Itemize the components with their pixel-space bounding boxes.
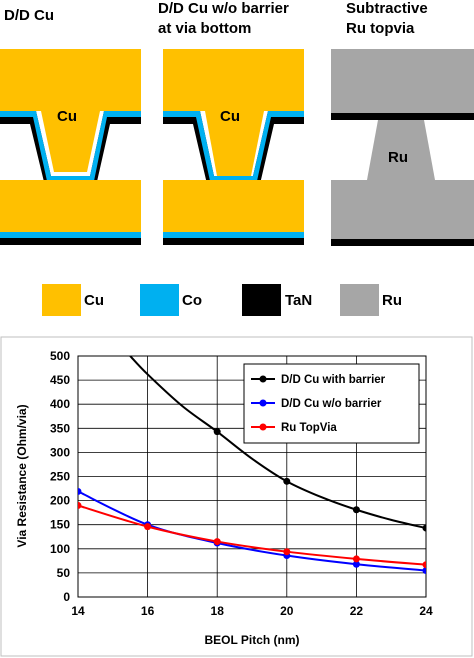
column-title-subtractive-ru-line1: Subtractive bbox=[346, 0, 428, 17]
legend-marker bbox=[259, 423, 267, 431]
y-tick-label: 500 bbox=[50, 349, 70, 363]
data-point bbox=[352, 555, 360, 563]
bottom-tan-barrier bbox=[163, 238, 304, 245]
via-resistance-chart: 14 16 18 20 22 24 0 50 100 150 200 250 300 350 400 450 5… bbox=[0, 336, 473, 657]
bottom-tan-barrier bbox=[0, 238, 141, 245]
data-point bbox=[78, 501, 82, 509]
data-point bbox=[213, 428, 221, 436]
legend-label-ru: Ru bbox=[382, 292, 402, 309]
column-title-dd-cu-no-barrier-line1: D/D Cu w/o barrier bbox=[158, 0, 289, 17]
y-tick-label: 400 bbox=[50, 397, 70, 411]
top-tan-layer bbox=[331, 113, 474, 120]
chart-series bbox=[78, 356, 426, 574]
y-tick-label: 200 bbox=[50, 494, 70, 508]
legend-swatch-cu bbox=[42, 284, 81, 316]
cu-via-fill bbox=[205, 111, 264, 176]
y-axis-label: Via Resistance (Ohm/via) bbox=[15, 404, 29, 547]
bottom-co-liner bbox=[0, 232, 141, 238]
data-point bbox=[283, 477, 291, 485]
legend-swatch-ru bbox=[340, 284, 379, 316]
data-point bbox=[78, 487, 82, 495]
bottom-ru-line bbox=[331, 180, 474, 239]
data-point bbox=[422, 524, 426, 532]
y-tick-label: 50 bbox=[57, 566, 71, 580]
subtractive-ru-structure: Ru bbox=[331, 49, 474, 246]
x-tick-label: 22 bbox=[350, 604, 364, 618]
data-point bbox=[213, 538, 221, 546]
top-ru-line bbox=[331, 49, 474, 113]
series-line bbox=[129, 356, 426, 530]
column-title-dd-cu: D/D Cu bbox=[4, 7, 54, 24]
ru-topvia bbox=[367, 120, 435, 180]
x-tick-label: 14 bbox=[71, 604, 85, 618]
y-tick-label: 350 bbox=[50, 421, 70, 435]
tan-barrier bbox=[0, 111, 141, 186]
y-tick-label: 450 bbox=[50, 373, 70, 387]
top-cu-line bbox=[0, 49, 141, 111]
x-axis-label: BEOL Pitch (nm) bbox=[204, 633, 299, 647]
x-tick-label: 16 bbox=[141, 604, 155, 618]
y-tick-label: 250 bbox=[50, 470, 70, 484]
bottom-cu-line bbox=[163, 180, 304, 232]
series-line bbox=[78, 490, 426, 572]
chart-legend: D/D Cu with barrier D/D Cu w/o barrier Ru … bbox=[243, 363, 420, 444]
y-tick-label: 300 bbox=[50, 445, 70, 459]
legend-swatch-co bbox=[140, 284, 179, 316]
bottom-co-liner bbox=[163, 232, 304, 238]
via-structure-diagram: Cu Cu Ru Cu Co TaN Ru bbox=[0, 49, 474, 316]
y-tick-label: 150 bbox=[50, 518, 70, 532]
cu-via-fill bbox=[41, 111, 100, 172]
x-tick-label: 24 bbox=[419, 604, 433, 618]
data-point bbox=[283, 548, 291, 556]
x-tick-label: 18 bbox=[211, 604, 225, 618]
x-tick-label: 20 bbox=[280, 604, 294, 618]
top-cu-line bbox=[163, 49, 304, 111]
y-tick-label: 100 bbox=[50, 542, 70, 556]
series-2 bbox=[78, 501, 426, 569]
data-point bbox=[422, 561, 426, 569]
legend-label-cu: Cu bbox=[84, 292, 104, 309]
dd-cu-structure: Cu bbox=[0, 49, 141, 245]
data-point bbox=[422, 566, 426, 574]
legend-label: D/D Cu with barrier bbox=[281, 374, 386, 386]
legend-label: D/D Cu w/o barrier bbox=[281, 398, 382, 410]
via-label-1: Cu bbox=[57, 108, 77, 125]
column-title-subtractive-ru-line2: Ru topvia bbox=[346, 20, 415, 37]
via-label-2: Cu bbox=[220, 108, 240, 125]
legend-label-tan: TaN bbox=[285, 292, 312, 309]
data-point bbox=[352, 506, 360, 514]
bottom-tan-layer bbox=[331, 239, 474, 246]
material-legend: Cu Co TaN Ru bbox=[42, 284, 402, 316]
legend-marker bbox=[259, 399, 267, 407]
legend-swatch-tan bbox=[242, 284, 281, 316]
tan-barrier bbox=[163, 111, 304, 184]
legend-label: Ru TopVia bbox=[281, 422, 337, 434]
bottom-cu-line bbox=[0, 180, 141, 232]
column-title-dd-cu-no-barrier-line2: at via bottom bbox=[158, 20, 252, 37]
dd-cu-no-barrier-structure: Cu bbox=[163, 49, 304, 245]
chart-axes: 14 16 18 20 22 24 0 50 100 150 200 250 300 350 400 450 5… bbox=[50, 349, 433, 618]
data-point bbox=[144, 523, 152, 531]
legend-label-co: Co bbox=[182, 292, 202, 309]
y-tick-label: 0 bbox=[63, 590, 70, 604]
series-line bbox=[78, 504, 426, 566]
via-label-3: Ru bbox=[388, 149, 408, 166]
legend-marker bbox=[259, 375, 267, 383]
series-0 bbox=[129, 356, 426, 532]
data-point bbox=[352, 560, 360, 568]
plot-border bbox=[77, 355, 427, 598]
